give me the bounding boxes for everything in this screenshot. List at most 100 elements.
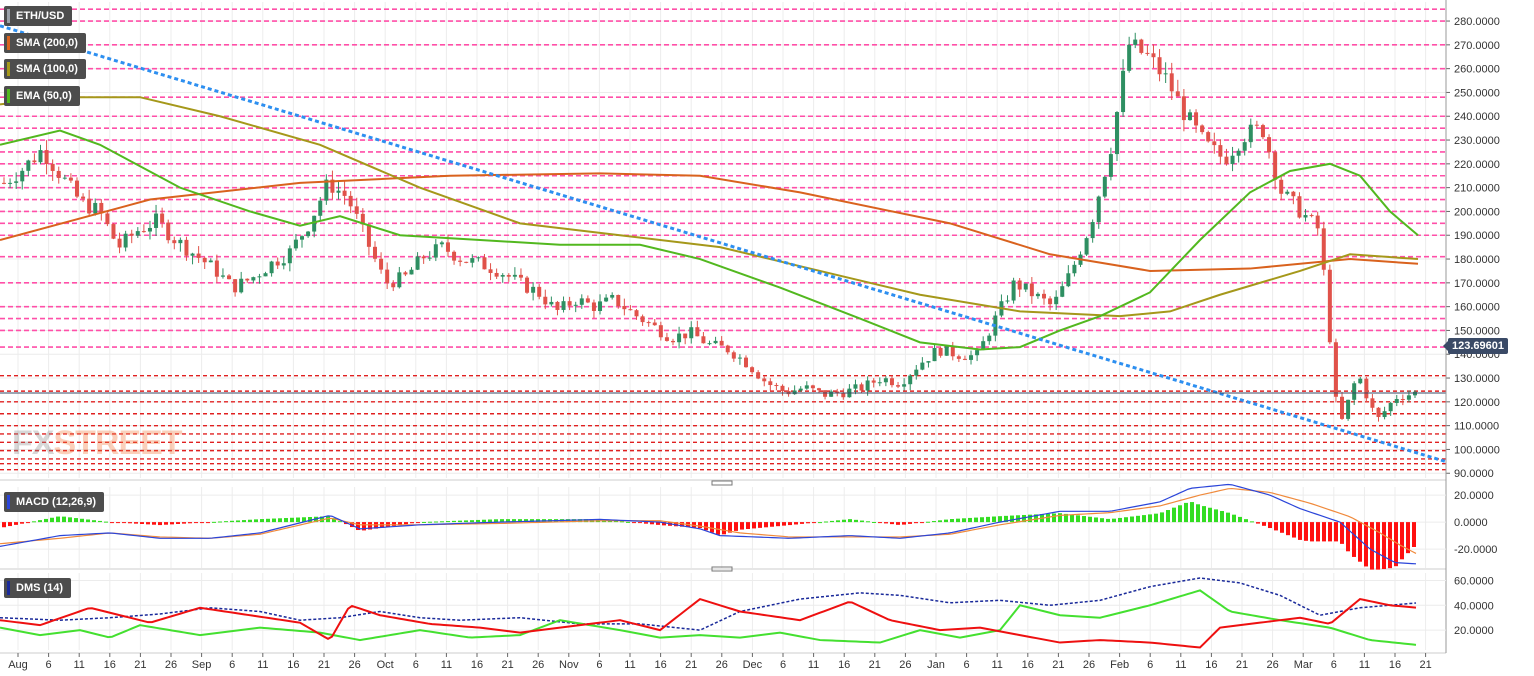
candle-body-down: [196, 253, 201, 258]
candle-body-up: [1413, 391, 1417, 396]
x-tick-label: 21: [1052, 659, 1064, 671]
candle-body-up: [8, 182, 13, 184]
candle-body-up: [1358, 378, 1363, 384]
macd-histogram-bar-positive: [1142, 515, 1146, 523]
macd-histogram-bar-negative: [110, 522, 114, 524]
y-tick-label: 280.0000: [1454, 16, 1500, 28]
macd-histogram-bar-negative: [356, 522, 360, 531]
macd-histogram-bar-positive: [68, 517, 72, 523]
macd-histogram-bar-positive: [1172, 507, 1176, 523]
macd-histogram-bar-positive: [80, 518, 84, 523]
candle-body-up: [1005, 300, 1010, 302]
candle-body-down: [1017, 280, 1022, 290]
macd-histogram-bar-positive: [938, 520, 942, 523]
candle-body-up: [93, 202, 98, 214]
candle-body-down: [1400, 399, 1405, 401]
candle-body-down: [403, 272, 408, 275]
legend-macd[interactable]: MACD (12,26,9): [4, 492, 105, 512]
candle-body-down: [1254, 124, 1259, 126]
macd-histogram-bar-positive: [458, 520, 462, 523]
candle-body-down: [555, 301, 560, 310]
legend-macd-label: MACD (12,26,9): [16, 496, 97, 508]
macd-histogram-bar-negative: [914, 522, 918, 524]
candle-body-up: [1035, 293, 1040, 297]
macd-histogram-bar-positive: [1220, 511, 1224, 523]
candle-body-up: [1072, 264, 1077, 274]
macd-histogram-bar-positive: [230, 520, 234, 523]
macd-histogram-bar-positive: [1130, 516, 1134, 523]
candle-body-up: [713, 340, 718, 344]
macd-histogram-bar-negative: [368, 522, 372, 530]
candle-body-down: [2, 182, 6, 184]
legend-ethusd[interactable]: ETH/USD: [4, 6, 73, 26]
candle-body-up: [26, 160, 31, 171]
macd-histogram-bar-negative: [1406, 522, 1410, 554]
macd-histogram-bar-positive: [236, 520, 240, 523]
macd-histogram-bar-positive: [524, 519, 528, 523]
macd-histogram-bar-positive: [482, 519, 486, 523]
x-tick-label: Aug: [8, 659, 28, 671]
macd-histogram-bar-positive: [824, 521, 828, 523]
legend-ema50-label: EMA (50,0): [16, 90, 72, 102]
macd-histogram-bar-positive: [1196, 504, 1200, 523]
candle-body-down: [1157, 57, 1162, 75]
candle-body-down: [1267, 137, 1272, 153]
candle-body-up: [531, 286, 536, 293]
series-line: [0, 172, 1419, 272]
x-tick-label: 6: [413, 659, 419, 671]
x-tick-label: 26: [1083, 659, 1095, 671]
macd-histogram-bar-positive: [1046, 513, 1050, 523]
macd-histogram-bar-positive: [218, 521, 222, 523]
macd-histogram-bar-negative: [1346, 522, 1350, 552]
candle-body-up: [1084, 238, 1089, 255]
candle-body-up: [512, 274, 517, 277]
macd-histogram-bar-negative: [1256, 522, 1260, 524]
candle-body-down: [628, 309, 633, 311]
macd-histogram-bar-negative: [398, 522, 402, 526]
x-tick-label: 21: [869, 659, 881, 671]
macd-histogram-bar-negative: [746, 522, 750, 529]
candle-body-down: [1321, 228, 1326, 270]
candle-body-down: [1364, 378, 1369, 399]
macd-histogram-bar-positive: [1118, 517, 1122, 523]
candle-body-down: [445, 242, 450, 252]
legend-swatch: [7, 495, 10, 509]
macd-histogram-bar-negative: [1334, 522, 1338, 542]
y-tick-label: 200.0000: [1454, 206, 1500, 218]
candle-body-up: [433, 244, 438, 258]
candle-body-down: [835, 391, 840, 394]
macd-histogram-bar-negative: [878, 522, 882, 524]
macd-histogram-bar-positive: [290, 517, 294, 523]
macd-histogram-bar-negative: [206, 522, 210, 524]
candle-body-up: [804, 385, 809, 389]
x-tick-label: 6: [780, 659, 786, 671]
candle-body-down: [1206, 132, 1211, 142]
candle-body-up: [1060, 286, 1065, 297]
macd-histogram-bar-positive: [518, 519, 522, 523]
candle-body-up: [1346, 399, 1351, 419]
macd-histogram-bar-positive: [1100, 518, 1104, 523]
legend-dms[interactable]: DMS (14): [4, 578, 72, 598]
candle-body-down: [482, 257, 487, 270]
candle-body-up: [239, 278, 244, 293]
macd-histogram-bar-positive: [1076, 515, 1080, 523]
legend-sma200[interactable]: SMA (200,0): [4, 33, 86, 53]
macd-histogram-bar-negative: [416, 522, 420, 524]
candle-body-down: [1327, 269, 1332, 343]
candle-body-down: [1175, 91, 1180, 97]
candle-body-down: [640, 316, 645, 323]
macd-histogram-bar-positive: [974, 517, 978, 523]
x-tick-label: Nov: [559, 659, 579, 671]
macd-histogram-bar-negative: [362, 522, 366, 531]
x-tick-label: 16: [104, 659, 116, 671]
macd-histogram-bar-positive: [848, 519, 852, 523]
macd-histogram-bar-positive: [302, 517, 306, 523]
candle-body-up: [1011, 280, 1016, 301]
legend-sma100[interactable]: SMA (100,0): [4, 59, 86, 79]
macd-histogram-bar-positive: [242, 520, 246, 523]
legend-ema50[interactable]: EMA (50,0): [4, 86, 80, 106]
candle-body-up: [1248, 124, 1253, 143]
macd-histogram-bar-positive: [476, 519, 480, 523]
y-tick-label: 100.0000: [1454, 444, 1500, 456]
